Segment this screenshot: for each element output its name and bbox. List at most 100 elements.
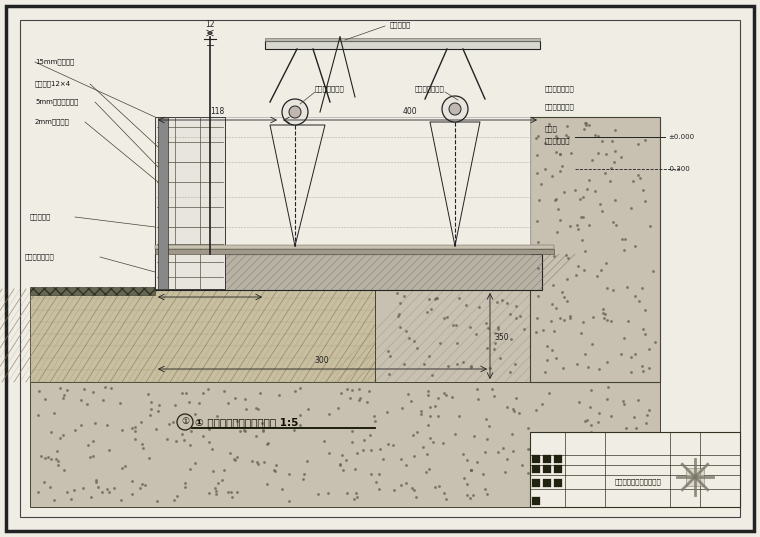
Point [397, 360, 410, 368]
Point [637, 186, 649, 194]
Point [218, 465, 230, 474]
Point [425, 305, 437, 314]
Point [530, 151, 543, 159]
Bar [530, 432, 740, 507]
Point [439, 489, 451, 497]
Point [183, 441, 195, 449]
Bar [265, 38, 540, 41]
Point [560, 250, 572, 259]
Point [224, 449, 236, 458]
Point [579, 246, 591, 255]
Point [203, 425, 215, 434]
Point [621, 451, 633, 459]
Point [552, 205, 564, 213]
Point [210, 487, 222, 496]
Point [530, 169, 543, 177]
Point [587, 313, 600, 322]
Point [344, 394, 356, 402]
Point [545, 445, 557, 454]
Point [74, 396, 87, 404]
Point [411, 344, 423, 352]
Point [578, 266, 591, 275]
Point [534, 441, 546, 449]
Point [205, 445, 217, 453]
Point [632, 481, 644, 489]
Point [625, 470, 638, 479]
Point [644, 222, 657, 231]
Point [54, 384, 66, 393]
Point [449, 430, 461, 438]
Point [203, 489, 215, 498]
Point [423, 465, 435, 473]
Point [532, 132, 544, 141]
Point [369, 478, 382, 487]
Point [415, 407, 427, 416]
Point [283, 496, 296, 505]
Point [472, 395, 484, 403]
Point [374, 445, 386, 453]
Point [579, 417, 591, 425]
Point [116, 425, 128, 434]
Point [573, 434, 585, 442]
Point [620, 424, 632, 433]
Point [586, 340, 598, 349]
Point [408, 452, 420, 461]
Point [139, 480, 151, 489]
Point [536, 489, 548, 498]
Point [433, 482, 445, 491]
Point [257, 426, 269, 435]
Point [609, 147, 621, 155]
Point [255, 388, 267, 397]
Point [564, 221, 576, 230]
Point [599, 169, 611, 178]
Point [524, 445, 536, 453]
Point [238, 425, 250, 434]
Point [103, 445, 116, 454]
Point [492, 298, 504, 307]
Point [531, 474, 543, 482]
Text: 350: 350 [494, 332, 508, 342]
Point [359, 436, 371, 445]
Point [583, 221, 595, 229]
Point [394, 323, 407, 332]
Point [119, 462, 131, 471]
Point [479, 448, 491, 456]
Point [185, 426, 197, 435]
Point [96, 488, 108, 497]
Point [554, 150, 566, 158]
Point [464, 363, 477, 372]
Point [616, 235, 628, 244]
Point [597, 309, 609, 317]
Point [521, 445, 534, 453]
Point [461, 456, 473, 465]
Point [208, 484, 220, 493]
Point [601, 358, 613, 367]
Point [534, 179, 546, 188]
Point [150, 497, 163, 505]
Point [391, 289, 403, 297]
Point [480, 414, 492, 423]
Point [207, 467, 219, 475]
Point [549, 132, 562, 140]
Point [440, 495, 452, 503]
Point [422, 420, 434, 429]
Text: 属地锚螺丝: 属地锚螺丝 [30, 214, 51, 220]
Point [296, 475, 309, 484]
Point [508, 360, 521, 368]
Point [440, 390, 452, 399]
Point [458, 473, 470, 482]
Point [596, 137, 608, 146]
Point [537, 325, 549, 334]
Point [422, 390, 434, 399]
Text: 300: 300 [315, 356, 329, 365]
Point [318, 437, 330, 445]
Point [596, 477, 608, 485]
Point [321, 488, 334, 497]
Point [534, 196, 546, 205]
Point [612, 482, 624, 490]
Point [382, 440, 394, 448]
Point [245, 456, 258, 465]
Point [48, 496, 60, 504]
Point [101, 484, 113, 493]
Point [401, 326, 413, 335]
